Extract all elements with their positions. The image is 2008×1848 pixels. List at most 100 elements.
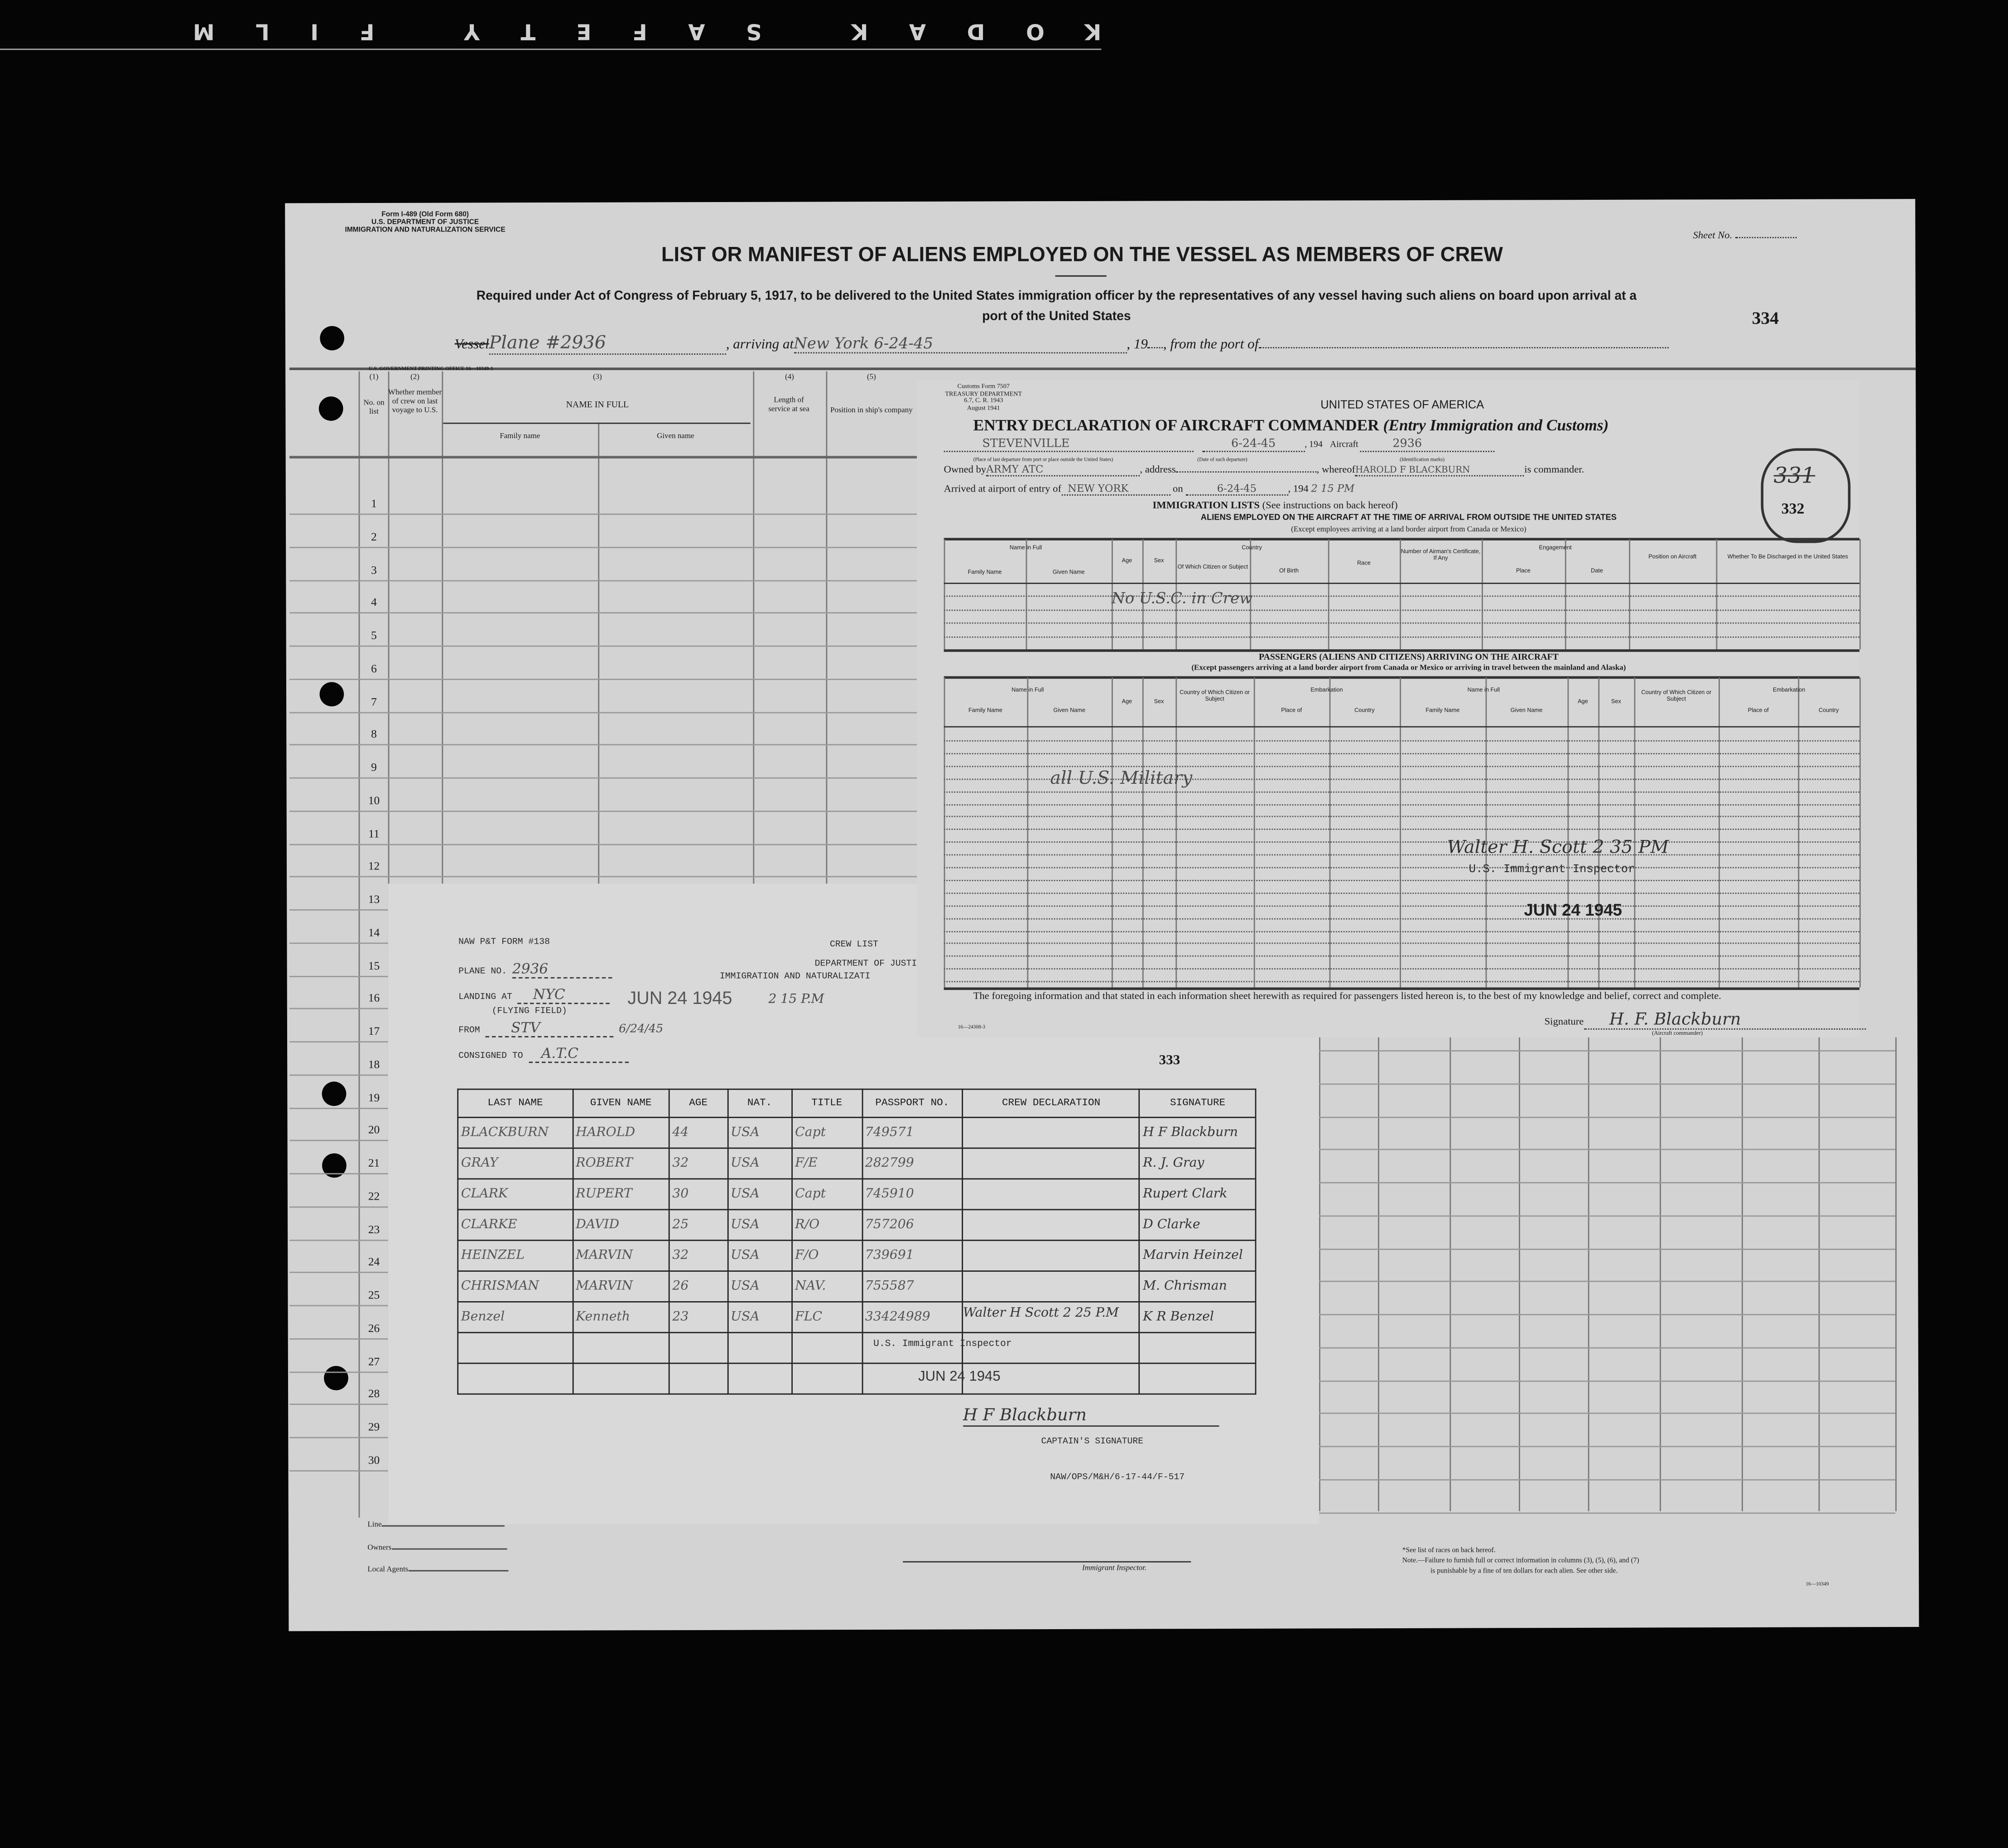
plane-value[interactable]: 2936 — [512, 960, 612, 979]
from-port-label: , from the port of — [1163, 337, 1259, 352]
row-number: 13 — [368, 893, 380, 906]
col-1-number: (1) — [369, 374, 379, 382]
signature-caption: (Aircraft commander) — [1652, 1029, 1703, 1036]
crew-title: NAV. — [791, 1270, 863, 1303]
row-number: 27 — [368, 1354, 380, 1367]
from-port-field[interactable] — [1258, 347, 1669, 348]
crew-crew-declaration — [962, 1209, 1141, 1241]
crew-nationality — [727, 1332, 793, 1364]
crew-col-header: PASSPORT NO. — [861, 1088, 963, 1118]
passenger-col-citizen: Country of Which Citizen or Subject — [1641, 689, 1712, 702]
crew-title: F/E — [791, 1147, 863, 1180]
from-label: FROM — [458, 1026, 480, 1036]
crew-row: GRAY ROBERT 32 USA F/E 282799 R. J. Gray — [457, 1147, 1257, 1180]
departure-date[interactable]: 6-24-45 — [1202, 438, 1305, 452]
row-number: 7 — [371, 695, 377, 708]
passenger-col-name-full: Name in Full — [1467, 686, 1500, 693]
table-column-line — [1567, 677, 1569, 988]
dotted-row-line — [944, 740, 1860, 742]
from-value[interactable]: STV — [485, 1019, 614, 1037]
crew-row: CHRISMAN MARVIN 26 USA NAV. 755587 M. Chrisman — [457, 1270, 1257, 1303]
alien-col-discharged: Whether To Be Discharged in the United S… — [1727, 553, 1848, 560]
grid-row-line — [1319, 1512, 1896, 1513]
row-number: 5 — [371, 628, 377, 642]
passenger-col-family: Family Name — [968, 707, 1002, 714]
alien-col-engagement: Engagement — [1539, 544, 1572, 551]
consigned-value[interactable]: A.T.C — [528, 1045, 629, 1063]
line-input[interactable] — [381, 1525, 505, 1527]
crew-given-name: ROBERT — [572, 1147, 670, 1180]
arrived-date[interactable]: 6-24-45 — [1185, 483, 1288, 496]
commander-signature[interactable]: H. F. Blackburn — [1584, 1012, 1866, 1030]
arrived-value[interactable]: NEW YORK — [1061, 483, 1170, 496]
table-column-line — [1634, 677, 1636, 988]
alien-col-name-full: Name in Full — [1009, 544, 1042, 551]
departure-place[interactable]: STEVENVILLE — [944, 438, 1194, 452]
passenger-col-place: Place of — [1748, 707, 1769, 714]
alien-col-age: Age — [1122, 557, 1132, 564]
table-column-line — [1629, 539, 1631, 650]
crew-signature: H F Blackburn — [1139, 1116, 1257, 1149]
owned-value[interactable]: ARMY ATC — [986, 463, 1140, 477]
col-given-name: Given name — [657, 433, 694, 441]
agents-input[interactable] — [408, 1570, 508, 1572]
table-column-line — [1175, 539, 1177, 650]
commander-value[interactable]: HAROLD F BLACKBURN — [1355, 465, 1525, 477]
arriving-label: , arriving at — [726, 337, 794, 352]
crew-crew-declaration — [962, 1240, 1141, 1272]
crew-nationality — [727, 1362, 793, 1395]
crew-crew-declaration — [962, 1301, 1141, 1333]
grid-row-line — [1319, 1182, 1896, 1183]
vessel-value[interactable]: Plane #2936 — [489, 333, 726, 355]
dotted-row-line — [944, 905, 1860, 907]
grid-row-line — [1319, 1149, 1896, 1151]
aircraft-label: Aircraft — [1330, 439, 1358, 450]
crew-given-name: DAVID — [572, 1209, 670, 1241]
passenger-col-embarkation: Embarkation — [1772, 686, 1806, 693]
form-id: Form I-489 (Old Form 680) — [381, 211, 469, 219]
row-line — [289, 513, 917, 515]
table-column-line — [1719, 677, 1720, 988]
landing-line: LANDING AT NYC — [458, 986, 610, 1004]
crew-passport-no — [861, 1332, 963, 1364]
passengers-heading: PASSENGERS (ALIENS AND CITIZENS) ARRIVIN… — [1258, 651, 1559, 662]
crew-passport-no: 282799 — [861, 1147, 963, 1180]
owners-input[interactable] — [391, 1548, 507, 1550]
certification-text: The foregoing information and that state… — [973, 990, 1721, 1002]
passenger-col-country: Country — [1354, 707, 1375, 714]
aircraft-value[interactable]: 2936 — [1360, 438, 1495, 452]
crew-crew-declaration — [962, 1270, 1141, 1303]
crew-given-name — [572, 1362, 670, 1395]
crew-passport-no: 749571 — [861, 1116, 963, 1149]
service: IMMIGRATION AND NATURALIZATION SERVICE — [345, 227, 506, 235]
crew-signature: D Clarke — [1139, 1209, 1257, 1241]
grid-column-line — [1660, 1037, 1661, 1511]
grid-column-line — [1818, 1037, 1820, 1511]
passengers-subheading: (Except passengers arriving at a land bo… — [1191, 665, 1626, 673]
alien-col-country: Country — [1242, 544, 1262, 551]
dotted-row-line — [944, 968, 1860, 970]
crew-given-name: Kenneth — [572, 1301, 670, 1333]
landing-value[interactable]: NYC — [517, 986, 610, 1004]
grid-row-line — [1319, 1380, 1896, 1381]
crew-age — [668, 1362, 728, 1395]
arriving-value[interactable]: New York 6-24-45 — [794, 334, 1127, 354]
crew-age: 30 — [668, 1178, 728, 1211]
grid-row-line — [1319, 1281, 1896, 1283]
table-column-line — [1112, 539, 1113, 650]
footer-notes: *See list of races on back hereof. Note.… — [1402, 1546, 1639, 1577]
table-column-line — [1565, 539, 1566, 650]
dotted-row-line — [944, 930, 1860, 932]
crew-last-name — [457, 1362, 573, 1395]
grid-row-line — [1319, 1479, 1896, 1481]
passenger-entry-note: all U.S. Military — [1050, 768, 1193, 789]
passenger-col-name-full: Name in Full — [1011, 686, 1044, 693]
row-number: 8 — [371, 728, 377, 741]
crew-title: Capt — [791, 1116, 863, 1149]
punch-hole — [319, 682, 344, 707]
col-family-name: Family name — [500, 433, 540, 441]
alien-col-citizen: Of Which Citizen or Subject — [1177, 563, 1248, 570]
address-field[interactable] — [1175, 471, 1317, 473]
row-number: 25 — [368, 1288, 380, 1302]
